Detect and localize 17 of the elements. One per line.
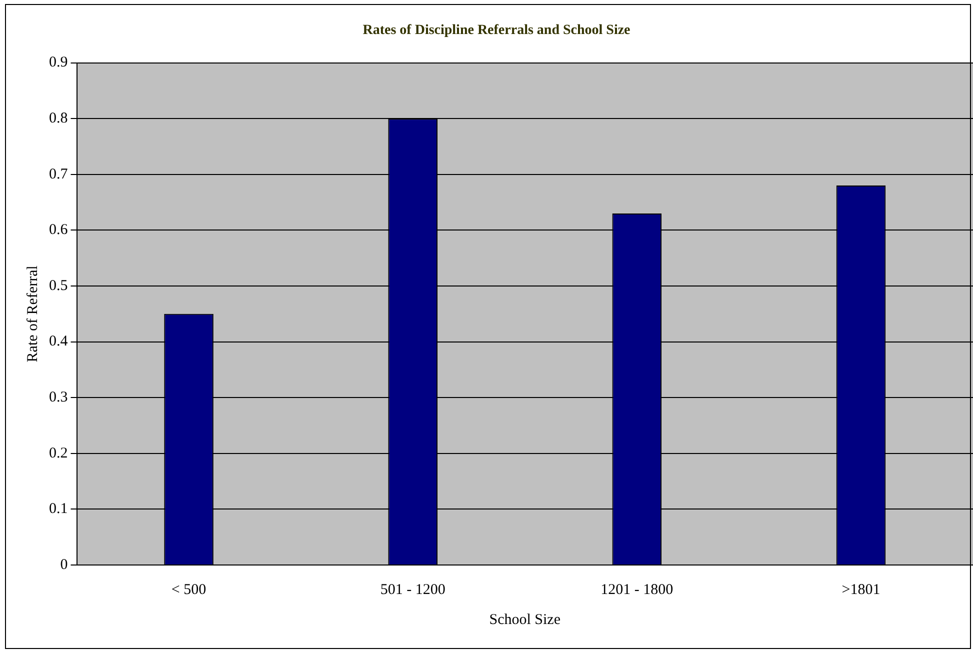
y-tick-label: 0.3	[49, 390, 68, 406]
x-tick-label: 1201 - 1800	[600, 582, 674, 598]
y-tick-label: 0.8	[49, 110, 68, 127]
chart-title: Rates of Discipline Referrals and School Size	[362, 23, 630, 38]
y-tick-label: 0.7	[49, 166, 68, 182]
x-tick-label: >1801	[842, 582, 880, 598]
y-tick-label: 0.2	[49, 445, 68, 462]
y-tick-label: 0.5	[49, 278, 68, 294]
y-tick-label: 0	[60, 556, 68, 573]
y-tick-label: 0.4	[49, 334, 68, 350]
y-axis-title: Rate of Referral	[24, 266, 41, 362]
x-axis-title: School Size	[489, 612, 561, 628]
y-tick-label: 0.1	[49, 501, 68, 518]
x-tick-label: < 500	[171, 582, 206, 598]
x-tick-label: 501 - 1200	[380, 582, 446, 598]
y-tick-label: 0.9	[49, 54, 68, 71]
y-tick-label: 0.6	[49, 222, 68, 238]
